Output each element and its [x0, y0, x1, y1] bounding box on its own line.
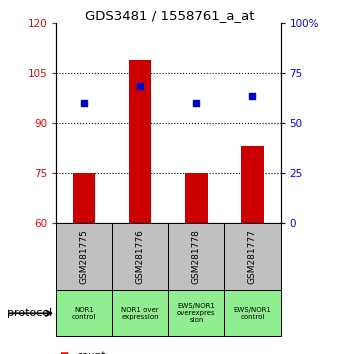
- Text: NOR1 over
expression: NOR1 over expression: [121, 307, 159, 320]
- Text: count: count: [76, 351, 106, 354]
- Bar: [73, 173, 95, 223]
- Bar: [56, 223, 112, 290]
- Bar: [185, 173, 207, 223]
- Bar: [224, 290, 280, 336]
- Bar: [129, 60, 152, 223]
- Bar: [241, 146, 264, 223]
- Bar: [224, 223, 280, 290]
- Bar: [112, 290, 168, 336]
- Bar: [168, 290, 224, 336]
- Text: GDS3481 / 1558761_a_at: GDS3481 / 1558761_a_at: [85, 9, 255, 22]
- Text: GSM281778: GSM281778: [192, 229, 201, 284]
- Text: EWS/NOR1
overexpres
sion: EWS/NOR1 overexpres sion: [177, 303, 216, 323]
- Text: GSM281777: GSM281777: [248, 229, 257, 284]
- Bar: [56, 290, 112, 336]
- Bar: [112, 223, 168, 290]
- Text: EWS/NOR1
control: EWS/NOR1 control: [234, 307, 271, 320]
- Text: ■: ■: [59, 351, 69, 354]
- Text: GSM281775: GSM281775: [80, 229, 89, 284]
- Text: NOR1
control: NOR1 control: [72, 307, 96, 320]
- Text: GSM281776: GSM281776: [136, 229, 145, 284]
- Bar: [168, 223, 224, 290]
- Text: protocol: protocol: [7, 308, 52, 318]
